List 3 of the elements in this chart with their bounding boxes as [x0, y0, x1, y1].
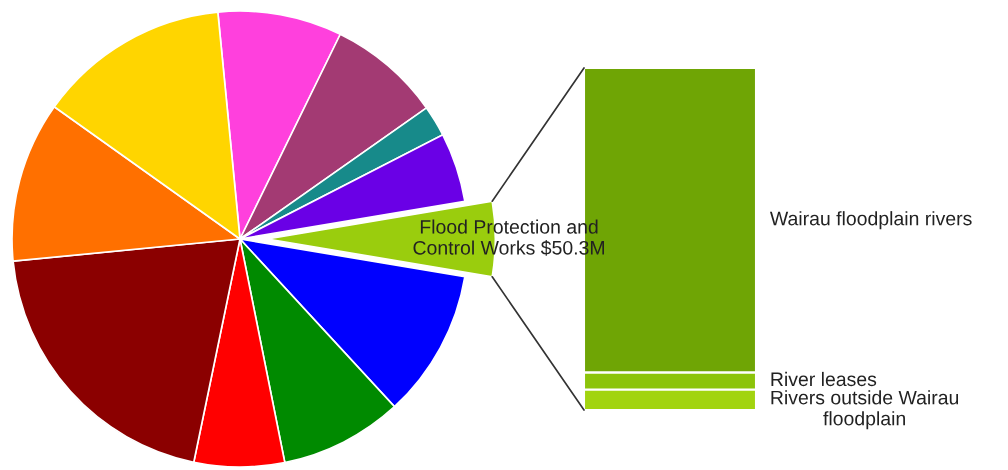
- series-label: Rivers outside Wairau floodplain: [771, 390, 959, 430]
- series-label: Wairau floodplain rivers: [769, 211, 972, 230]
- series-label: River leases: [771, 371, 877, 387]
